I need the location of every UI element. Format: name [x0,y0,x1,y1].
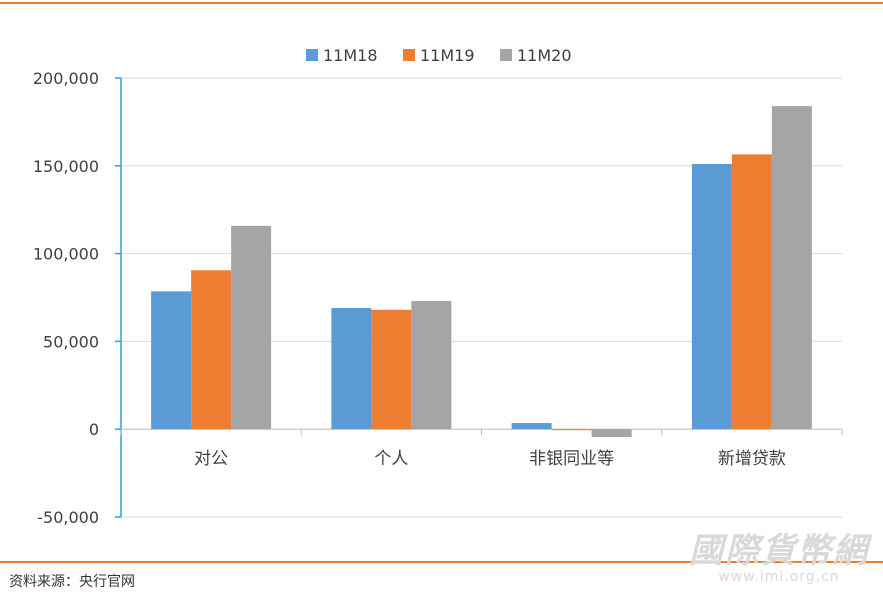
y-tick-label: 150,000 [33,157,99,176]
bar [691,164,732,430]
bar [191,270,232,430]
watermark: 國際貨幣網 www.imi.org.cn [689,533,869,585]
y-tick-label: 200,000 [33,69,99,88]
bar [771,106,812,430]
watermark-logo-text: 國際貨幣網 [689,531,869,571]
y-tick-label: 50,000 [43,332,99,351]
y-tick-label: 100,000 [33,245,99,264]
bar [331,308,372,430]
legend-label: 11M20 [517,46,572,65]
category-label: 对公 [194,449,228,469]
bottom-rule [0,561,883,563]
bar [511,423,552,430]
source-note: 资料来源：央行官网 [9,574,135,590]
bar [151,291,192,430]
category-labels: 对公 个人 非银同业等 新增贷款 [194,449,786,469]
watermark-url: www.imi.org.cn [718,569,840,585]
bar-chart: 200,000 150,000 100,000 50,000 0 -50,000 对公 个人… [33,46,843,527]
legend-label: 11M18 [323,46,378,65]
legend-swatch [306,49,318,61]
y-tick-label: 0 [89,420,99,439]
legend-swatch [500,49,512,61]
legend-label: 11M19 [420,46,475,65]
bar [231,225,272,430]
legend-swatch [403,49,415,61]
bar [411,301,452,430]
top-rule [0,2,883,4]
bar [731,154,772,430]
bar [591,429,632,438]
category-label: 非银同业等 [529,449,614,469]
bar [371,309,412,430]
category-label: 新增贷款 [718,449,786,469]
y-tick-label: -50,000 [37,508,99,527]
y-axis-ticks: 200,000 150,000 100,000 50,000 0 -50,000 [33,69,99,527]
legend: 11M18 11M19 11M20 [306,46,572,65]
category-label: 个人 [374,449,408,469]
bars [151,106,812,438]
bar [551,429,592,431]
